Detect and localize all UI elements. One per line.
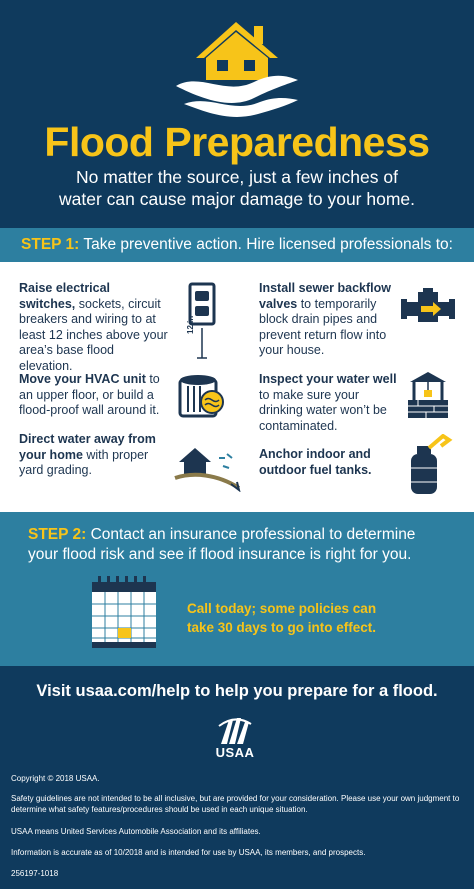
electrical-outlet-icon (188, 282, 216, 359)
tip-hvac: Move your HVAC unit to an upper floor, o… (19, 372, 169, 419)
step1-label: STEP 1: (21, 236, 80, 253)
eagle-logo-icon (218, 718, 252, 744)
step2-description: Contact an insurance professional to det… (28, 526, 416, 563)
step1-banner: STEP 1: Take preventive action. Hire lic… (0, 228, 474, 262)
subtitle-line-1: No matter the source, just a few inches … (76, 167, 398, 187)
water-well-icon (408, 372, 448, 418)
tip-hvac-bold: Move your HVAC unit (19, 372, 146, 386)
step1-description: Take preventive action. Hire licensed pr… (79, 236, 453, 253)
yard-grading-icon (174, 448, 241, 492)
step1-text: STEP 1: Take preventive action. Hire lic… (0, 236, 474, 254)
tip-electrical-bold: Raise electrical switches, (19, 281, 111, 311)
usaa-means-text: USAA means United Services Automobile As… (11, 827, 261, 836)
copyright-text: Copyright © 2018 USAA. (11, 774, 100, 783)
tip-well-text: to make sure your drinking water won’t b… (259, 387, 387, 433)
step2-label: STEP 2: (28, 526, 87, 543)
tip-electrical: Raise electrical switches, sockets, circ… (19, 281, 169, 374)
page-title: Flood Preparedness (44, 119, 430, 165)
document-code: 256197-1018 (11, 869, 59, 878)
tip-sewer-text: to temporarily block drain pipes and pre… (259, 296, 387, 358)
accuracy-text: Information is accurate as of 10/2018 an… (11, 848, 366, 857)
subtitle-line-2: water can cause major damage to your hom… (58, 189, 415, 209)
call-text-line-2: take 30 days to go into effect. (187, 620, 377, 635)
step2-text: STEP 2: Contact an insurance professiona… (28, 525, 448, 565)
step1-tips-panel: Raise electrical switches, sockets, circ… (0, 262, 474, 512)
tip-water: Direct water away from your home with pr… (19, 432, 169, 479)
call-today-text: Call today; some policies can take 30 da… (187, 599, 387, 637)
calendar-icon (92, 576, 156, 648)
flooded-house-icon (176, 22, 298, 117)
call-text-line-1: Call today; some policies can (187, 601, 377, 616)
footer-section: Visit usaa.com/help to help you prepare … (0, 666, 474, 889)
fuel-tank-icon (411, 434, 453, 494)
tip-water-text: with proper yard grading. (19, 447, 149, 478)
tip-well: Inspect your water well to make sure you… (259, 372, 399, 434)
tip-well-bold: Inspect your water well (259, 372, 397, 386)
tip-electrical-text: sockets, circuit breakers and wiring to … (19, 296, 168, 373)
hvac-unit-icon (178, 375, 224, 418)
visit-link-text[interactable]: Visit usaa.com/help to help you prepare … (36, 682, 438, 700)
page-subtitle: No matter the source, just a few inches … (0, 166, 474, 210)
tip-hvac-text: to an upper floor, or build a flood-proo… (19, 372, 160, 417)
backflow-valve-icon (401, 288, 455, 322)
electrical-icon-label: 12 in (186, 315, 195, 334)
tip-fuel: Anchor indoor and outdoor fuel tanks. (259, 447, 399, 478)
tip-sewer-bold: Install sewer backflow valves (259, 281, 391, 311)
brand-name: USAA (215, 745, 255, 760)
disclaimer-text: Safety guidelines are not intended to be… (11, 794, 460, 814)
tip-sewer: Install sewer backflow valves to tempora… (259, 281, 399, 359)
step2-section: STEP 2: Contact an insurance professiona… (0, 512, 474, 666)
tip-fuel-bold: Anchor indoor and outdoor fuel tanks. (259, 447, 372, 477)
tip-water-bold: Direct water away from your home (19, 432, 156, 462)
header-section: Flood Preparedness No matter the source,… (0, 0, 474, 228)
